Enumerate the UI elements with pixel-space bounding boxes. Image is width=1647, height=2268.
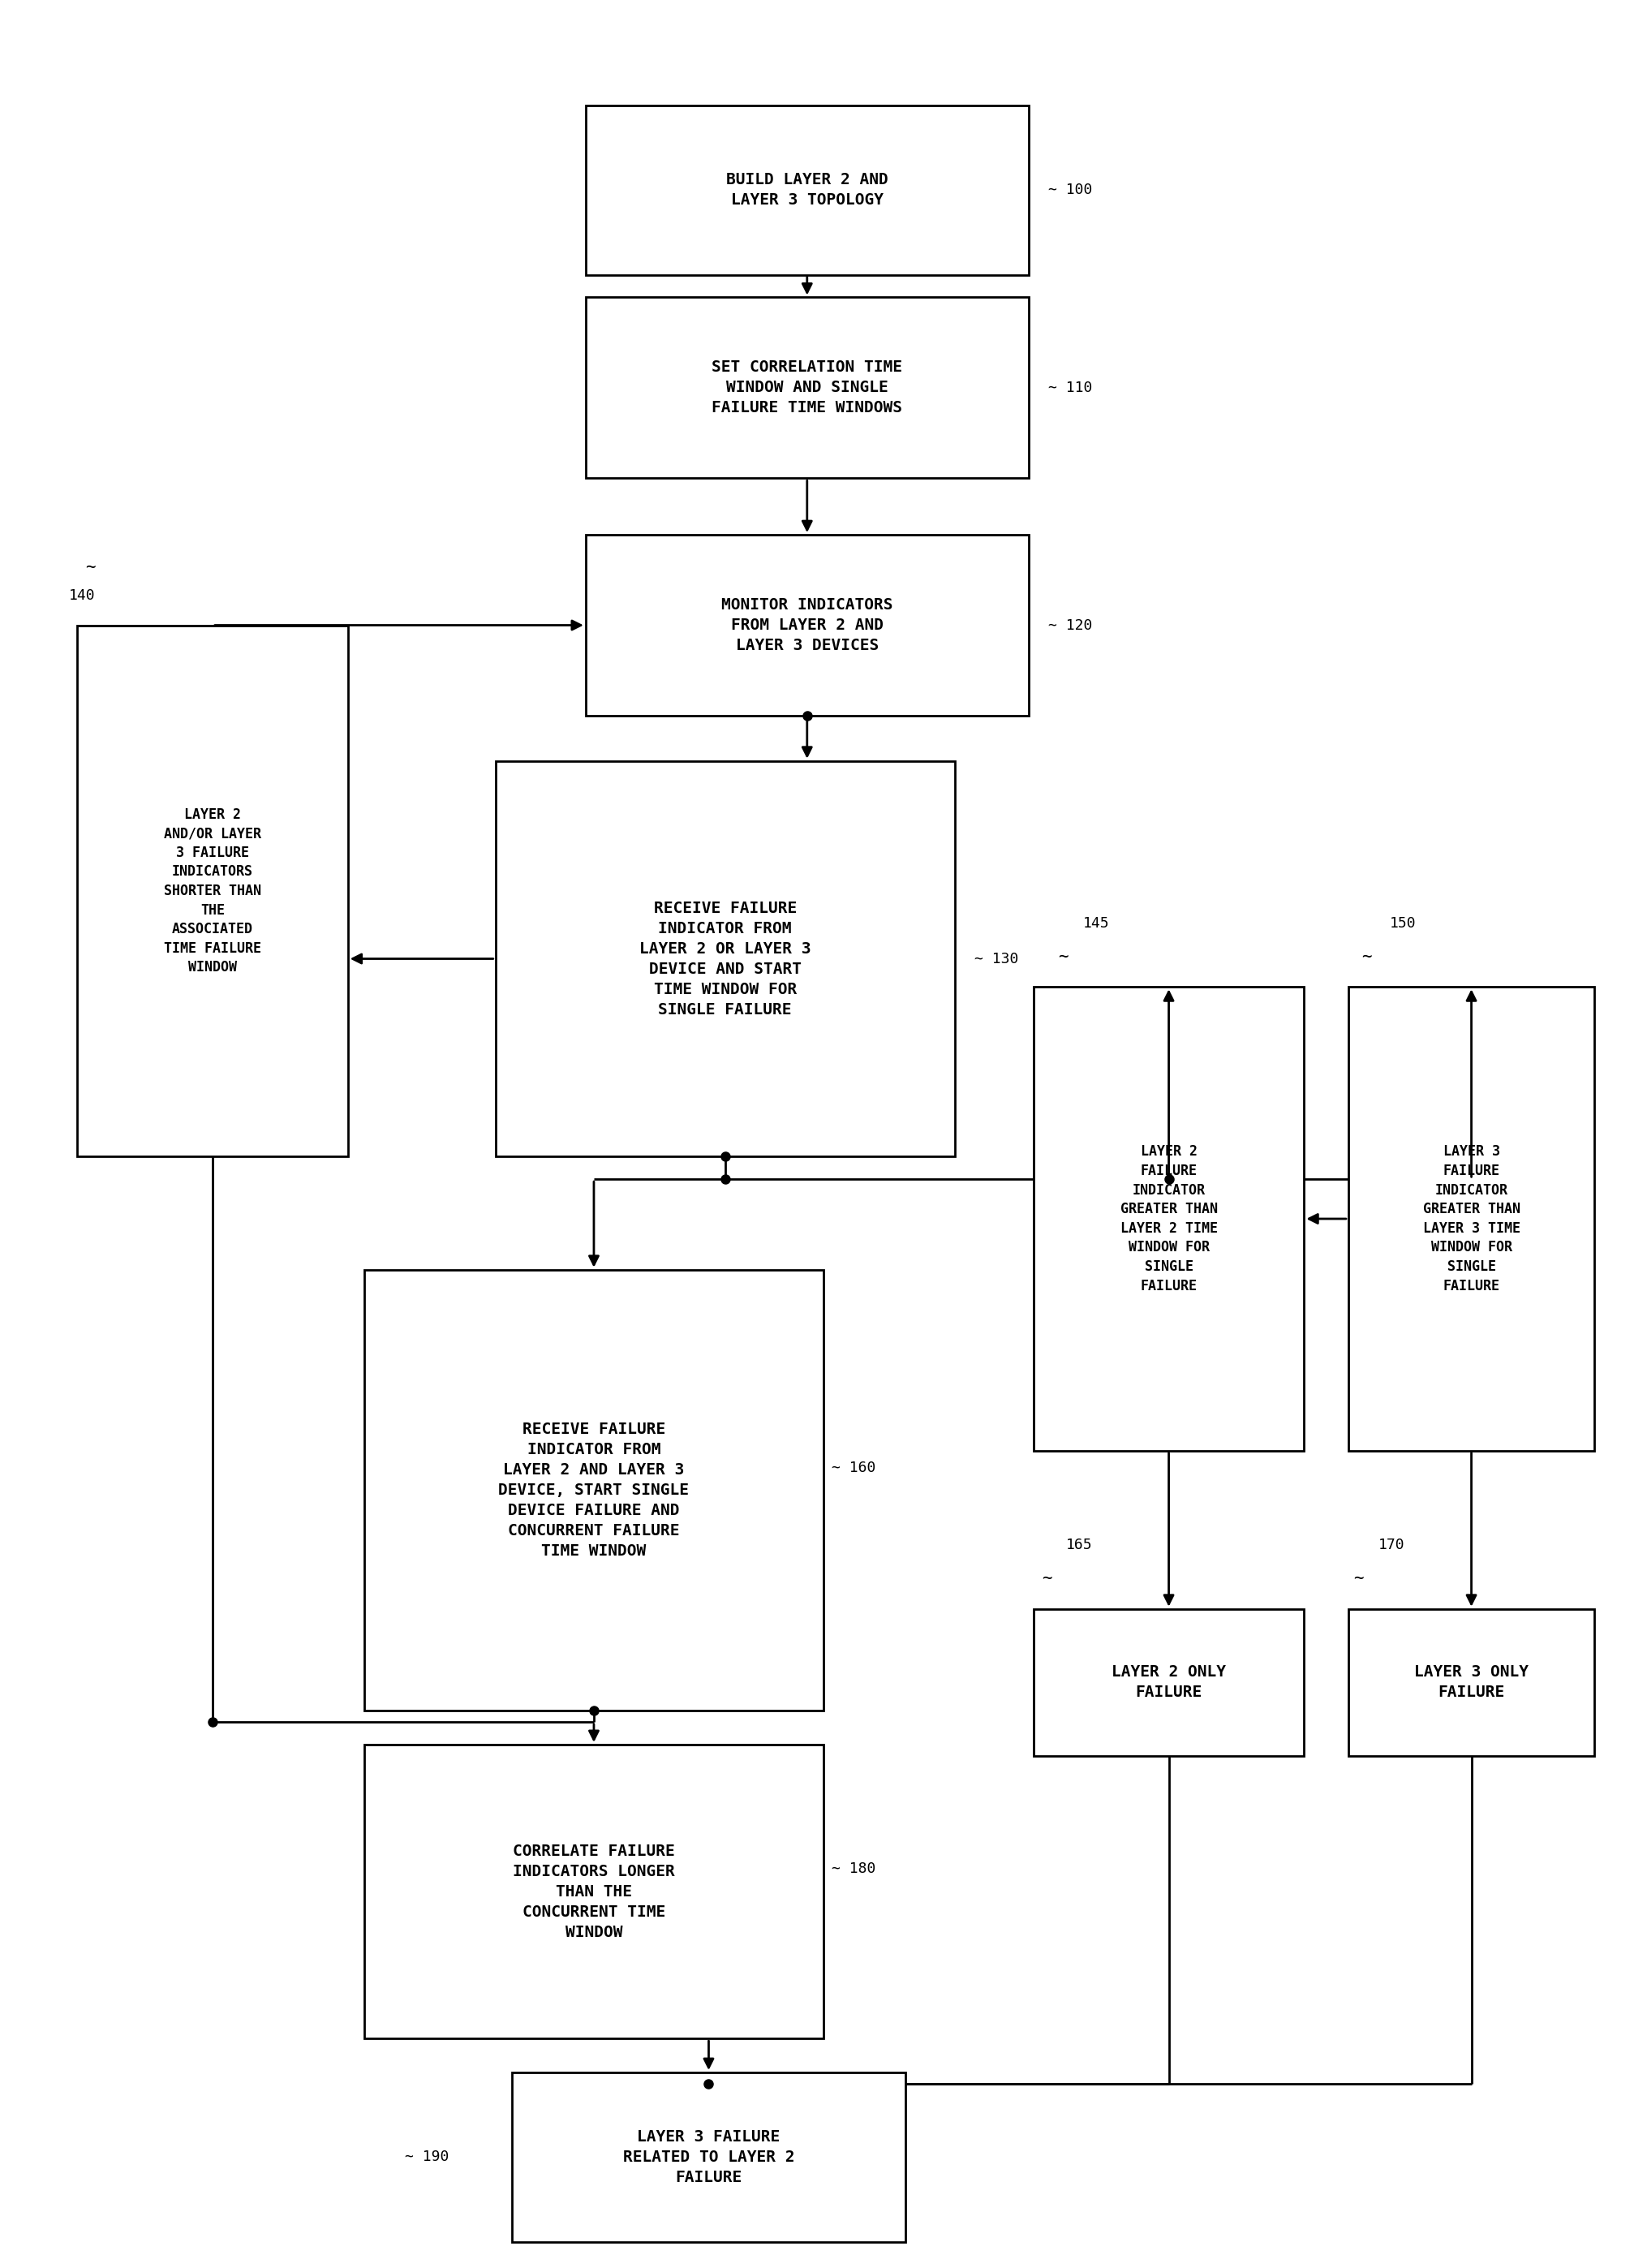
FancyBboxPatch shape bbox=[586, 535, 1028, 717]
Text: ∼ 190: ∼ 190 bbox=[405, 2150, 450, 2164]
Text: ∼ 160: ∼ 160 bbox=[832, 1461, 876, 1474]
Text: RECEIVE FAILURE
INDICATOR FROM
LAYER 2 OR LAYER 3
DEVICE AND START
TIME WINDOW F: RECEIVE FAILURE INDICATOR FROM LAYER 2 O… bbox=[639, 900, 810, 1016]
Text: 150: 150 bbox=[1390, 916, 1416, 930]
Text: LAYER 2
AND/OR LAYER
3 FAILURE
INDICATORS
SHORTER THAN
THE
ASSOCIATED
TIME FAILU: LAYER 2 AND/OR LAYER 3 FAILURE INDICATOR… bbox=[163, 807, 262, 975]
FancyBboxPatch shape bbox=[586, 297, 1028, 479]
FancyBboxPatch shape bbox=[496, 760, 955, 1157]
Text: ∼ 130: ∼ 130 bbox=[975, 953, 1018, 966]
FancyBboxPatch shape bbox=[1349, 987, 1594, 1452]
Text: 145: 145 bbox=[1082, 916, 1108, 930]
FancyBboxPatch shape bbox=[1033, 987, 1304, 1452]
Text: 140: 140 bbox=[69, 587, 96, 603]
Text: LAYER 3 FAILURE
RELATED TO LAYER 2
FAILURE: LAYER 3 FAILURE RELATED TO LAYER 2 FAILU… bbox=[623, 2130, 794, 2184]
Text: LAYER 2
FAILURE
INDICATOR
GREATER THAN
LAYER 2 TIME
WINDOW FOR
SINGLE
FAILURE: LAYER 2 FAILURE INDICATOR GREATER THAN L… bbox=[1120, 1145, 1217, 1293]
Text: ∼ 120: ∼ 120 bbox=[1047, 617, 1092, 633]
Text: ∼ 180: ∼ 180 bbox=[832, 1862, 876, 1876]
FancyBboxPatch shape bbox=[364, 1270, 824, 1710]
Text: ∼: ∼ bbox=[1057, 948, 1069, 964]
Text: ∼: ∼ bbox=[1041, 1569, 1052, 1585]
FancyBboxPatch shape bbox=[1033, 1608, 1304, 1755]
Text: LAYER 2 ONLY
FAILURE: LAYER 2 ONLY FAILURE bbox=[1112, 1665, 1225, 1701]
Text: CORRELATE FAILURE
INDICATORS LONGER
THAN THE
CONCURRENT TIME
WINDOW: CORRELATE FAILURE INDICATORS LONGER THAN… bbox=[512, 1844, 675, 1939]
Text: MONITOR INDICATORS
FROM LAYER 2 AND
LAYER 3 DEVICES: MONITOR INDICATORS FROM LAYER 2 AND LAYE… bbox=[721, 596, 893, 653]
Text: LAYER 3 ONLY
FAILURE: LAYER 3 ONLY FAILURE bbox=[1415, 1665, 1528, 1701]
Text: ∼: ∼ bbox=[1362, 948, 1372, 964]
FancyBboxPatch shape bbox=[364, 1744, 824, 2039]
Text: 165: 165 bbox=[1066, 1538, 1092, 1551]
Text: ∼ 110: ∼ 110 bbox=[1047, 381, 1092, 395]
Text: SET CORRELATION TIME
WINDOW AND SINGLE
FAILURE TIME WINDOWS: SET CORRELATION TIME WINDOW AND SINGLE F… bbox=[712, 361, 903, 415]
FancyBboxPatch shape bbox=[586, 104, 1028, 274]
Text: BUILD LAYER 2 AND
LAYER 3 TOPOLOGY: BUILD LAYER 2 AND LAYER 3 TOPOLOGY bbox=[726, 172, 888, 209]
Text: 170: 170 bbox=[1379, 1538, 1405, 1551]
Text: ∼: ∼ bbox=[1354, 1569, 1364, 1585]
Text: LAYER 3
FAILURE
INDICATOR
GREATER THAN
LAYER 3 TIME
WINDOW FOR
SINGLE
FAILURE: LAYER 3 FAILURE INDICATOR GREATER THAN L… bbox=[1423, 1145, 1520, 1293]
Text: RECEIVE FAILURE
INDICATOR FROM
LAYER 2 AND LAYER 3
DEVICE, START SINGLE
DEVICE F: RECEIVE FAILURE INDICATOR FROM LAYER 2 A… bbox=[499, 1422, 688, 1558]
FancyBboxPatch shape bbox=[512, 2073, 906, 2243]
FancyBboxPatch shape bbox=[77, 626, 348, 1157]
Text: ∼ 100: ∼ 100 bbox=[1047, 184, 1092, 197]
FancyBboxPatch shape bbox=[1349, 1608, 1594, 1755]
Text: ∼: ∼ bbox=[86, 560, 96, 576]
